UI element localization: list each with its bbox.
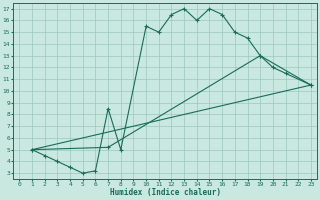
X-axis label: Humidex (Indice chaleur): Humidex (Indice chaleur) [110, 188, 220, 197]
